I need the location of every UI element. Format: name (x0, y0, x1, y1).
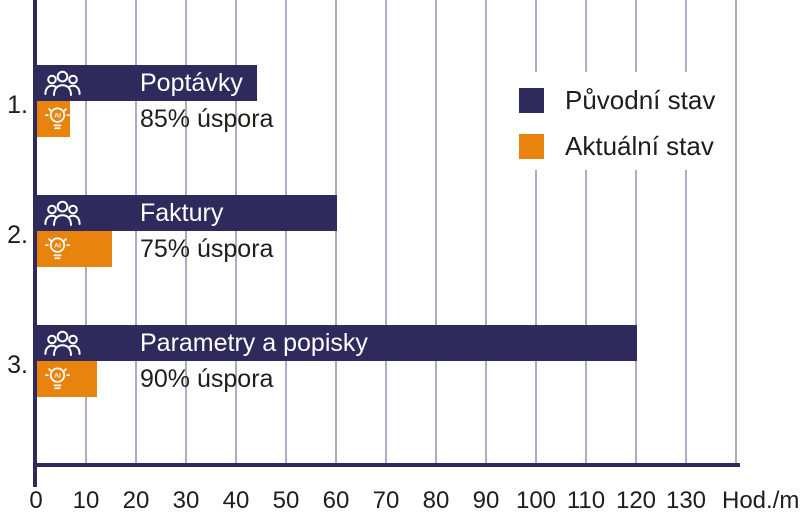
bar-original (37, 65, 257, 101)
gridline (635, 0, 637, 463)
x-tick-label: 120 (615, 487, 657, 514)
x-tick-label: 90 (472, 487, 500, 514)
y-axis-line (33, 0, 37, 487)
bar-category-label: Faktury (140, 199, 224, 227)
gridline (585, 0, 587, 463)
people-group-icon (44, 70, 81, 96)
x-tick-label: 30 (172, 487, 200, 514)
legend-item-actual: Aktuální stav (519, 133, 714, 159)
x-tick-label: 80 (422, 487, 450, 514)
x-tick-label: 20 (122, 487, 150, 514)
legend-swatch-original (519, 87, 544, 113)
gridline (335, 0, 337, 463)
bar-actual: AI (37, 101, 70, 137)
saving-percentage-label: 85% úspora (140, 105, 274, 133)
gridline (385, 0, 387, 463)
row-index-label: 2. (7, 221, 28, 249)
legend-item-original: Původní stav (519, 87, 715, 113)
svg-text:AI: AI (54, 242, 61, 249)
saving-percentage-label: 90% úspora (140, 365, 274, 393)
legend-label-actual: Aktuální stav (565, 131, 714, 161)
x-axis-line (33, 463, 740, 467)
ai-lightbulb-icon: AI (45, 107, 70, 130)
ai-lightbulb-icon: AI (45, 237, 70, 260)
x-tick-label: 40 (222, 487, 250, 514)
people-group-icon (44, 200, 81, 226)
bar-category-label: Poptávky (140, 69, 243, 97)
x-tick-label: 130 (665, 487, 707, 514)
gridline (685, 0, 687, 463)
bar-original (37, 325, 637, 361)
svg-text:AI: AI (54, 372, 61, 379)
svg-text:AI: AI (54, 112, 61, 119)
bar-category-label: Parametry a popisky (140, 329, 368, 357)
gridline (235, 0, 237, 463)
legend-label-original: Původní stav (565, 85, 716, 115)
x-axis-unit-label: Hod./m (722, 487, 800, 514)
gridline (135, 0, 137, 463)
row-index-label: 3. (7, 351, 28, 379)
gridline (485, 0, 487, 463)
x-tick-label: 60 (322, 487, 350, 514)
x-tick-label: 100 (515, 487, 557, 514)
legend: Původní stav Aktuální stav (505, 72, 731, 170)
gridline (735, 0, 737, 463)
x-tick-label: 70 (372, 487, 400, 514)
x-tick-label: 50 (272, 487, 300, 514)
ai-lightbulb-icon: AI (45, 367, 70, 390)
x-tick-label: 110 (566, 487, 606, 514)
x-tick-label: 0 (29, 487, 43, 514)
row-index-label: 1. (7, 91, 28, 119)
legend-swatch-actual (519, 133, 544, 159)
gridline (285, 0, 287, 463)
bar-actual: AI (37, 361, 97, 397)
saving-percentage-label: 75% úspora (140, 235, 274, 263)
gridline (535, 0, 537, 463)
gridline (435, 0, 437, 463)
people-group-icon (44, 330, 81, 356)
bar-original (37, 195, 337, 231)
bar-actual: AI (37, 231, 112, 267)
gridline (185, 0, 187, 463)
x-tick-label: 10 (72, 487, 100, 514)
